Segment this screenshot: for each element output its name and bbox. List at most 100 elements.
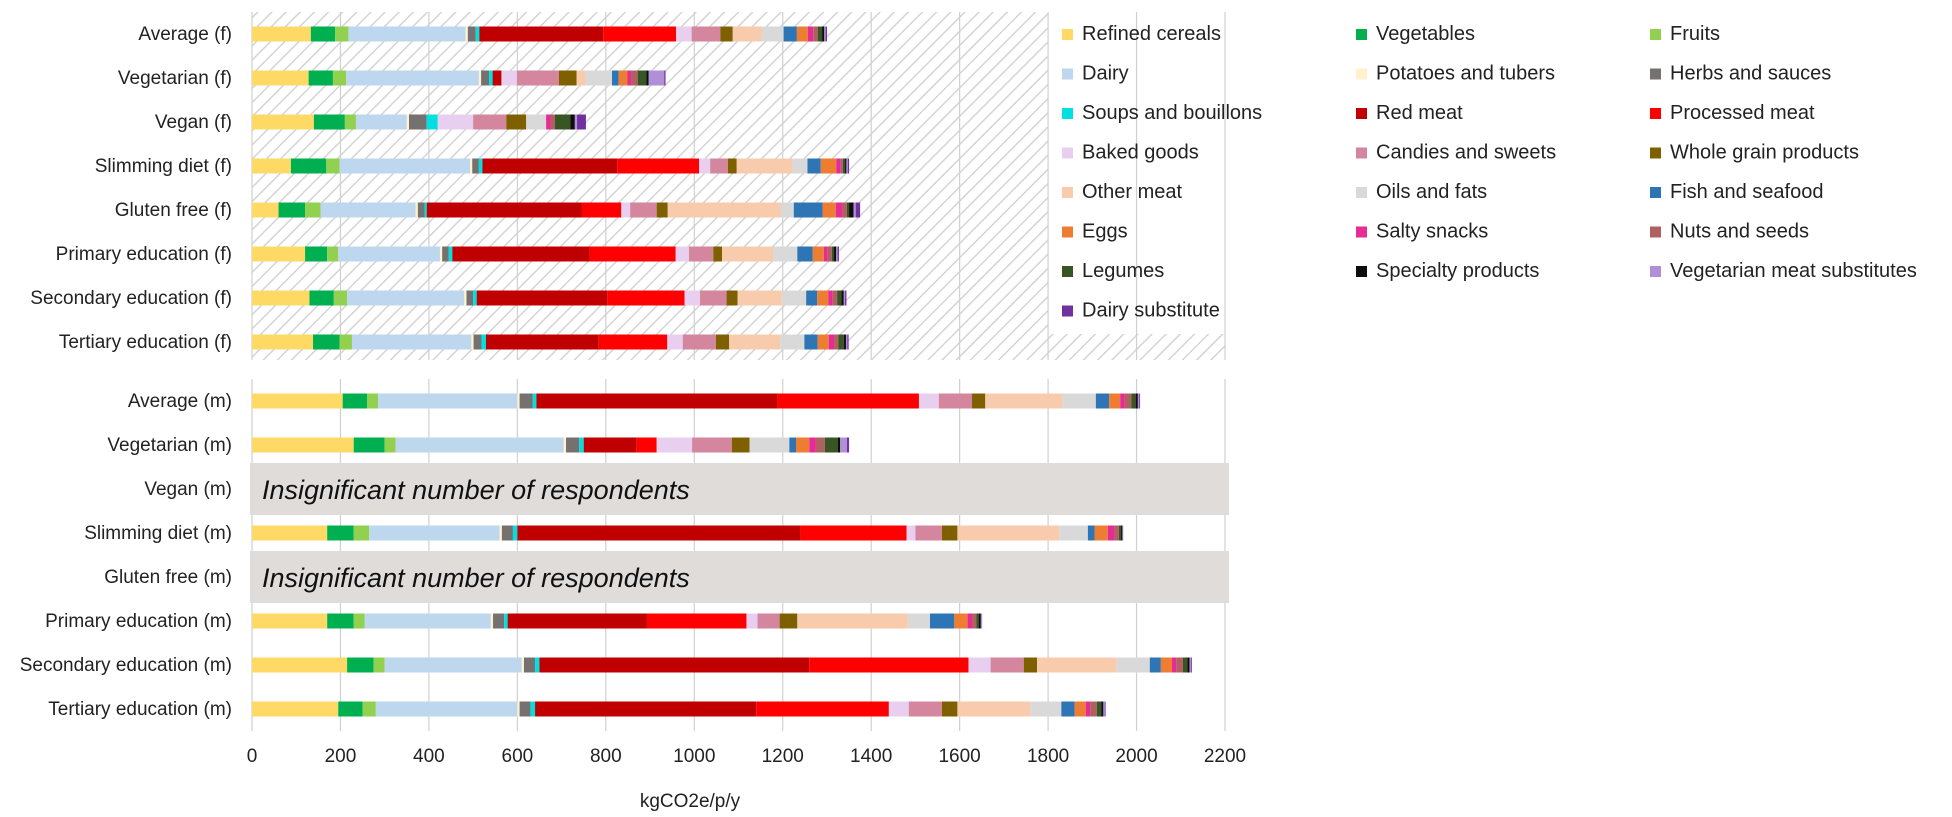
bar-segment [727, 158, 737, 174]
x-tick-label: 1600 [938, 746, 980, 767]
bar-segment [772, 246, 798, 262]
bar-segment [722, 246, 773, 262]
bar-segment [492, 70, 502, 86]
bar-segment [305, 202, 321, 218]
bar-segment [335, 26, 349, 42]
bar-segment [481, 334, 486, 350]
bar-segment [252, 246, 306, 262]
bar-segment [682, 334, 716, 350]
bar-segment [478, 70, 482, 86]
row-label: Slimming diet (m) [84, 523, 232, 544]
row-label: Secondary education (m) [20, 655, 232, 676]
bar-segment [493, 613, 505, 629]
bar-segment [313, 114, 345, 130]
bar-segment [252, 70, 309, 86]
bar-segment [482, 158, 618, 174]
bar-segment [972, 393, 986, 409]
bar-segment [1109, 393, 1121, 409]
x-tick-label: 800 [590, 746, 622, 767]
bar-segment [1135, 393, 1138, 409]
bar-segment [1171, 657, 1177, 673]
row-label: Average (f) [138, 24, 232, 45]
bar-segment [849, 202, 854, 218]
bar-segment [967, 613, 973, 629]
bar-segment [1187, 657, 1190, 673]
bar-segment [464, 290, 467, 306]
bar-segment [472, 158, 479, 174]
bar-segment [517, 525, 801, 541]
row-label: Tertiary education (m) [48, 699, 232, 720]
bar-segment [470, 158, 473, 174]
bar-segment [313, 334, 340, 350]
bar-segment [369, 525, 500, 541]
bar-segment [1037, 657, 1117, 673]
bar-segment [252, 393, 343, 409]
legend-swatch [1062, 147, 1073, 159]
bar-segment [252, 613, 328, 629]
row-label: Vegetarian (f) [118, 68, 232, 89]
bar-segment [521, 657, 524, 673]
legend-swatch [1650, 68, 1661, 80]
legend-label: Herbs and sauces [1670, 63, 1831, 85]
bar-segment [807, 158, 821, 174]
bar-segment [426, 114, 438, 130]
bar-segment [353, 437, 385, 453]
bar-segment [813, 26, 818, 42]
bar-segment [1189, 657, 1191, 673]
bar-segment [327, 246, 339, 262]
bar-segment [490, 613, 494, 629]
bar-segment [732, 26, 762, 42]
bar-segment [842, 202, 847, 218]
bar-segment [320, 202, 416, 218]
bar-segment [332, 70, 347, 86]
bar-segment [481, 70, 490, 86]
bar-segment [846, 437, 850, 453]
legend-swatch [1356, 108, 1367, 119]
bar-segment [684, 290, 701, 306]
legend-swatch [1356, 68, 1367, 80]
bar-segment [375, 701, 518, 717]
bar-segment [478, 158, 483, 174]
bar-segment [836, 246, 838, 262]
row-label: Gluten free (m) [104, 567, 232, 588]
bar-segment [838, 437, 841, 453]
bar-segment [831, 246, 835, 262]
legend-label: Dairy substitute [1082, 300, 1220, 322]
bar-segment [516, 70, 559, 86]
bar-segment [837, 246, 839, 262]
legend-label: Eggs [1082, 221, 1128, 243]
bar-segment [252, 437, 354, 453]
legend-label: Dairy [1082, 63, 1129, 85]
bar-segment [576, 70, 586, 86]
legend-label: Whole grain products [1670, 142, 1859, 164]
bar-segment [841, 290, 844, 306]
bar-segment [918, 393, 939, 409]
bar-segment [700, 290, 727, 306]
insignificant-box [250, 551, 1229, 603]
bar-segment [845, 290, 847, 306]
row-label: Average (m) [128, 391, 232, 412]
legend-swatch [1062, 187, 1073, 198]
bar-segment [1176, 657, 1183, 673]
bar-segment [828, 290, 833, 306]
row-label: Slimming diet (f) [95, 156, 232, 177]
bar-segment [366, 393, 379, 409]
bar-segment [941, 525, 958, 541]
bar-segment [1104, 701, 1106, 717]
bar-segment [1149, 657, 1161, 673]
legend-label: Vegetables [1376, 23, 1475, 45]
bar-segment [930, 613, 955, 629]
bar-segment [309, 290, 334, 306]
bar-segment [793, 202, 823, 218]
bar-segment [835, 202, 843, 218]
bar-segment [473, 290, 477, 306]
bar-segment [825, 26, 827, 42]
bar-segment [846, 202, 850, 218]
bar-segment [550, 114, 555, 130]
bar-segment [566, 437, 580, 453]
bar-segment [780, 334, 805, 350]
bar-segment [941, 701, 958, 717]
bar-segment [585, 70, 613, 86]
bar-segment [339, 158, 471, 174]
legend-label: Refined cereals [1082, 23, 1221, 45]
